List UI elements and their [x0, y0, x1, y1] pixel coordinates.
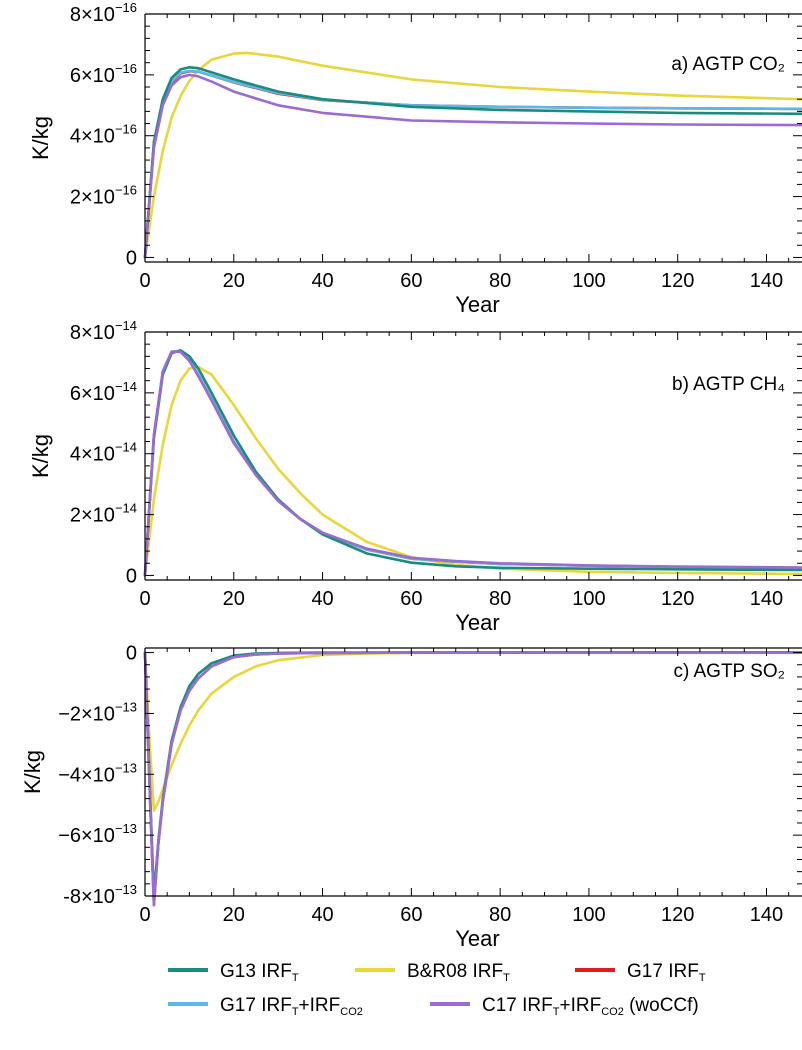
x-tick-label: 140	[750, 588, 783, 610]
x-tick-label: 20	[223, 904, 245, 926]
panel-label: c) AGTP SO₂	[673, 661, 785, 682]
y-tick-label: −4×10−13	[58, 760, 137, 786]
legend-label: B&R08 IRFT	[407, 961, 510, 984]
y-tick-label: −6×10−13	[58, 821, 137, 847]
x-tick-label: 120	[661, 270, 694, 292]
y-tick-label: 0	[126, 643, 137, 665]
series-line-4	[143, 69, 802, 259]
series-line-1	[143, 650, 802, 898]
series-line-2	[143, 365, 802, 577]
legend-item-4: G17 IRFT+IRFCO2	[168, 995, 363, 1018]
y-axis-title: K/kg	[28, 116, 53, 160]
legend: G13 IRFT B&R08 IRFT G17 IRFT G17 IRFT+IRFCO…	[168, 961, 706, 1018]
x-tick-label: 120	[661, 904, 694, 926]
x-tick-label: 120	[661, 588, 694, 610]
legend-label: G17 IRFT	[627, 961, 706, 984]
legend-item-1: G13 IRFT	[168, 961, 299, 984]
x-tick-label: 140	[750, 270, 783, 292]
y-axis-title: K/kg	[28, 434, 53, 478]
series-line-4	[143, 651, 802, 907]
y-tick-label: 8×10−14	[70, 318, 137, 344]
y-tick-label: 6×10−14	[70, 379, 137, 405]
legend-label: C17 IRFT+IRFCO2 (woCCf)	[482, 995, 699, 1018]
y-tick-label: 8×10−16	[70, 0, 137, 26]
legend-label: G13 IRFT	[220, 961, 299, 984]
panel-label: b) AGTP CH₄	[672, 374, 785, 395]
x-tick-label: 100	[572, 904, 605, 926]
y-tick-label: −2×10−13	[58, 699, 137, 725]
series-line-3	[143, 69, 802, 259]
y-axis-title: K/kg	[20, 750, 45, 794]
x-tick-label: 0	[139, 588, 150, 610]
x-tick-label: 60	[400, 588, 422, 610]
x-tick-label: 140	[750, 904, 783, 926]
y-tick-label: 2×10−16	[70, 183, 137, 209]
series-line-2	[143, 51, 802, 259]
x-tick-label: 40	[311, 904, 333, 926]
panel-label: a) AGTP CO₂	[671, 54, 785, 75]
x-tick-label: 80	[489, 904, 511, 926]
x-tick-label: 100	[572, 270, 605, 292]
x-tick-label: 40	[311, 270, 333, 292]
x-tick-label: 80	[489, 588, 511, 610]
x-axis-title: Year	[455, 610, 499, 635]
x-tick-label: 0	[139, 904, 150, 926]
y-tick-label: 2×10−14	[70, 501, 137, 527]
legend-item-5: C17 IRFT+IRFCO2 (woCCf)	[430, 995, 699, 1018]
x-tick-label: 100	[572, 588, 605, 610]
x-tick-label: 20	[223, 588, 245, 610]
y-tick-label: 4×10−14	[70, 440, 137, 466]
y-tick-label: -8×10−13	[63, 882, 137, 908]
x-tick-label: 80	[489, 270, 511, 292]
x-tick-label: 40	[311, 588, 333, 610]
x-tick-label: 20	[223, 270, 245, 292]
series-line-5	[143, 350, 802, 577]
legend-item-3: G17 IRFT	[575, 961, 706, 984]
panel-2: 0 20 40 60 80 100 120 140 0 2×10−14 4×10−14 6×10−14…	[28, 318, 802, 635]
panel-1: 0 20 40 60 80 100 120 140 0 2×10−16 4×10−16 6×10−16…	[28, 0, 802, 317]
series-line-3	[143, 651, 802, 907]
y-tick-label: 6×10−16	[70, 61, 137, 87]
legend-item-2: B&R08 IRFT	[355, 961, 510, 984]
x-tick-label: 60	[400, 270, 422, 292]
y-tick-label: 0	[126, 565, 137, 587]
x-tick-label: 0	[139, 270, 150, 292]
series-line-5	[143, 651, 802, 907]
series-line-1	[143, 66, 802, 259]
x-tick-label: 60	[400, 904, 422, 926]
series-line-5	[143, 73, 802, 259]
y-tick-label: 0	[126, 247, 137, 269]
y-tick-label: 4×10−16	[70, 122, 137, 148]
x-axis-title: Year	[455, 292, 499, 317]
panel-3: 0 20 40 60 80 100 120 140 0 −2×10−13 −4×10−13 −6×10…	[20, 643, 802, 951]
legend-label: G17 IRFT+IRFCO2	[220, 995, 363, 1018]
x-axis-title: Year	[455, 926, 499, 951]
